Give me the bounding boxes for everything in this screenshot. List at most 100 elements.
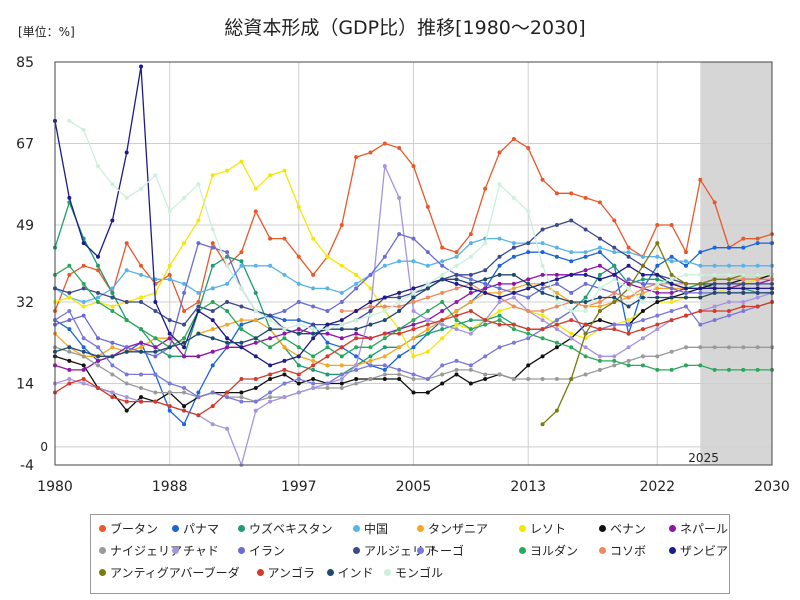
data-point (597, 277, 602, 282)
legend-label: ザンビア (680, 544, 729, 558)
data-point (712, 290, 717, 295)
legend-item: レソト (519, 522, 566, 536)
data-point (626, 358, 631, 363)
data-point (411, 336, 416, 341)
data-point (397, 345, 402, 350)
data-point (626, 245, 631, 250)
data-point (397, 367, 402, 372)
data-point (182, 408, 187, 413)
data-point (683, 304, 688, 309)
data-point (110, 354, 115, 359)
data-point (182, 386, 187, 391)
legend-label: チャド (183, 544, 219, 558)
data-point (239, 322, 244, 327)
data-point (210, 404, 215, 409)
data-point (626, 263, 631, 268)
data-point (569, 218, 574, 223)
data-point (597, 327, 602, 332)
data-point (96, 268, 101, 273)
data-point (483, 277, 488, 282)
x-tick-label: 1988 (152, 479, 188, 495)
data-point (468, 286, 473, 291)
data-point (67, 290, 72, 295)
data-point (454, 313, 459, 318)
data-point (124, 399, 129, 404)
data-point (540, 286, 545, 291)
data-point (153, 173, 158, 178)
data-point (210, 241, 215, 246)
data-point (554, 408, 559, 413)
legend-item: アンティグアバーブーダ (99, 566, 240, 580)
data-point (655, 277, 660, 282)
data-point (712, 245, 717, 250)
data-point (425, 263, 430, 268)
data-point (81, 336, 86, 341)
data-point (368, 313, 373, 318)
data-point (67, 358, 72, 363)
data-point (182, 340, 187, 345)
data-point (454, 263, 459, 268)
data-point (354, 331, 359, 336)
data-point (468, 272, 473, 277)
data-point (239, 250, 244, 255)
data-point (626, 286, 631, 291)
data-point (655, 295, 660, 300)
data-point (96, 345, 101, 350)
data-point (339, 263, 344, 268)
data-point (597, 286, 602, 291)
data-point (196, 354, 201, 359)
legend-label: ベナン (610, 522, 647, 536)
data-point (755, 236, 760, 241)
data-point (411, 290, 416, 295)
data-point (268, 173, 273, 178)
data-point (339, 386, 344, 391)
data-point (497, 372, 502, 377)
data-point (741, 309, 746, 314)
data-point (511, 241, 516, 246)
data-point (483, 290, 488, 295)
data-point (81, 241, 86, 246)
data-point (497, 295, 502, 300)
data-point (612, 218, 617, 223)
data-point (454, 299, 459, 304)
data-point (526, 250, 531, 255)
legend-label: イラン (249, 544, 286, 558)
legend-label: レソト (530, 522, 567, 536)
data-point (554, 277, 559, 282)
data-point (655, 290, 660, 295)
data-point (397, 354, 402, 359)
legend-marker (99, 525, 106, 532)
legend-marker (99, 547, 106, 554)
data-point (139, 386, 144, 391)
data-point (167, 272, 172, 277)
data-point (411, 236, 416, 241)
data-point (583, 227, 588, 232)
data-point (583, 322, 588, 327)
data-point (497, 150, 502, 155)
data-point (468, 331, 473, 336)
x-tick-label: 1980 (37, 479, 73, 495)
data-point (640, 363, 645, 368)
data-point (397, 327, 402, 332)
data-point (483, 268, 488, 273)
data-point (325, 345, 330, 350)
data-point (640, 281, 645, 286)
forecast-region (700, 62, 772, 465)
data-point (282, 358, 287, 363)
data-point (239, 345, 244, 350)
data-point (124, 268, 129, 273)
data-point (354, 281, 359, 286)
data-point (440, 272, 445, 277)
data-point (612, 245, 617, 250)
data-point (239, 390, 244, 395)
data-point (182, 345, 187, 350)
data-point (440, 318, 445, 323)
legend-label: インド (337, 566, 374, 580)
data-point (96, 263, 101, 268)
data-point (583, 331, 588, 336)
data-point (483, 281, 488, 286)
data-point (741, 245, 746, 250)
legend-label: 中国 (364, 522, 389, 536)
data-point (712, 345, 717, 350)
